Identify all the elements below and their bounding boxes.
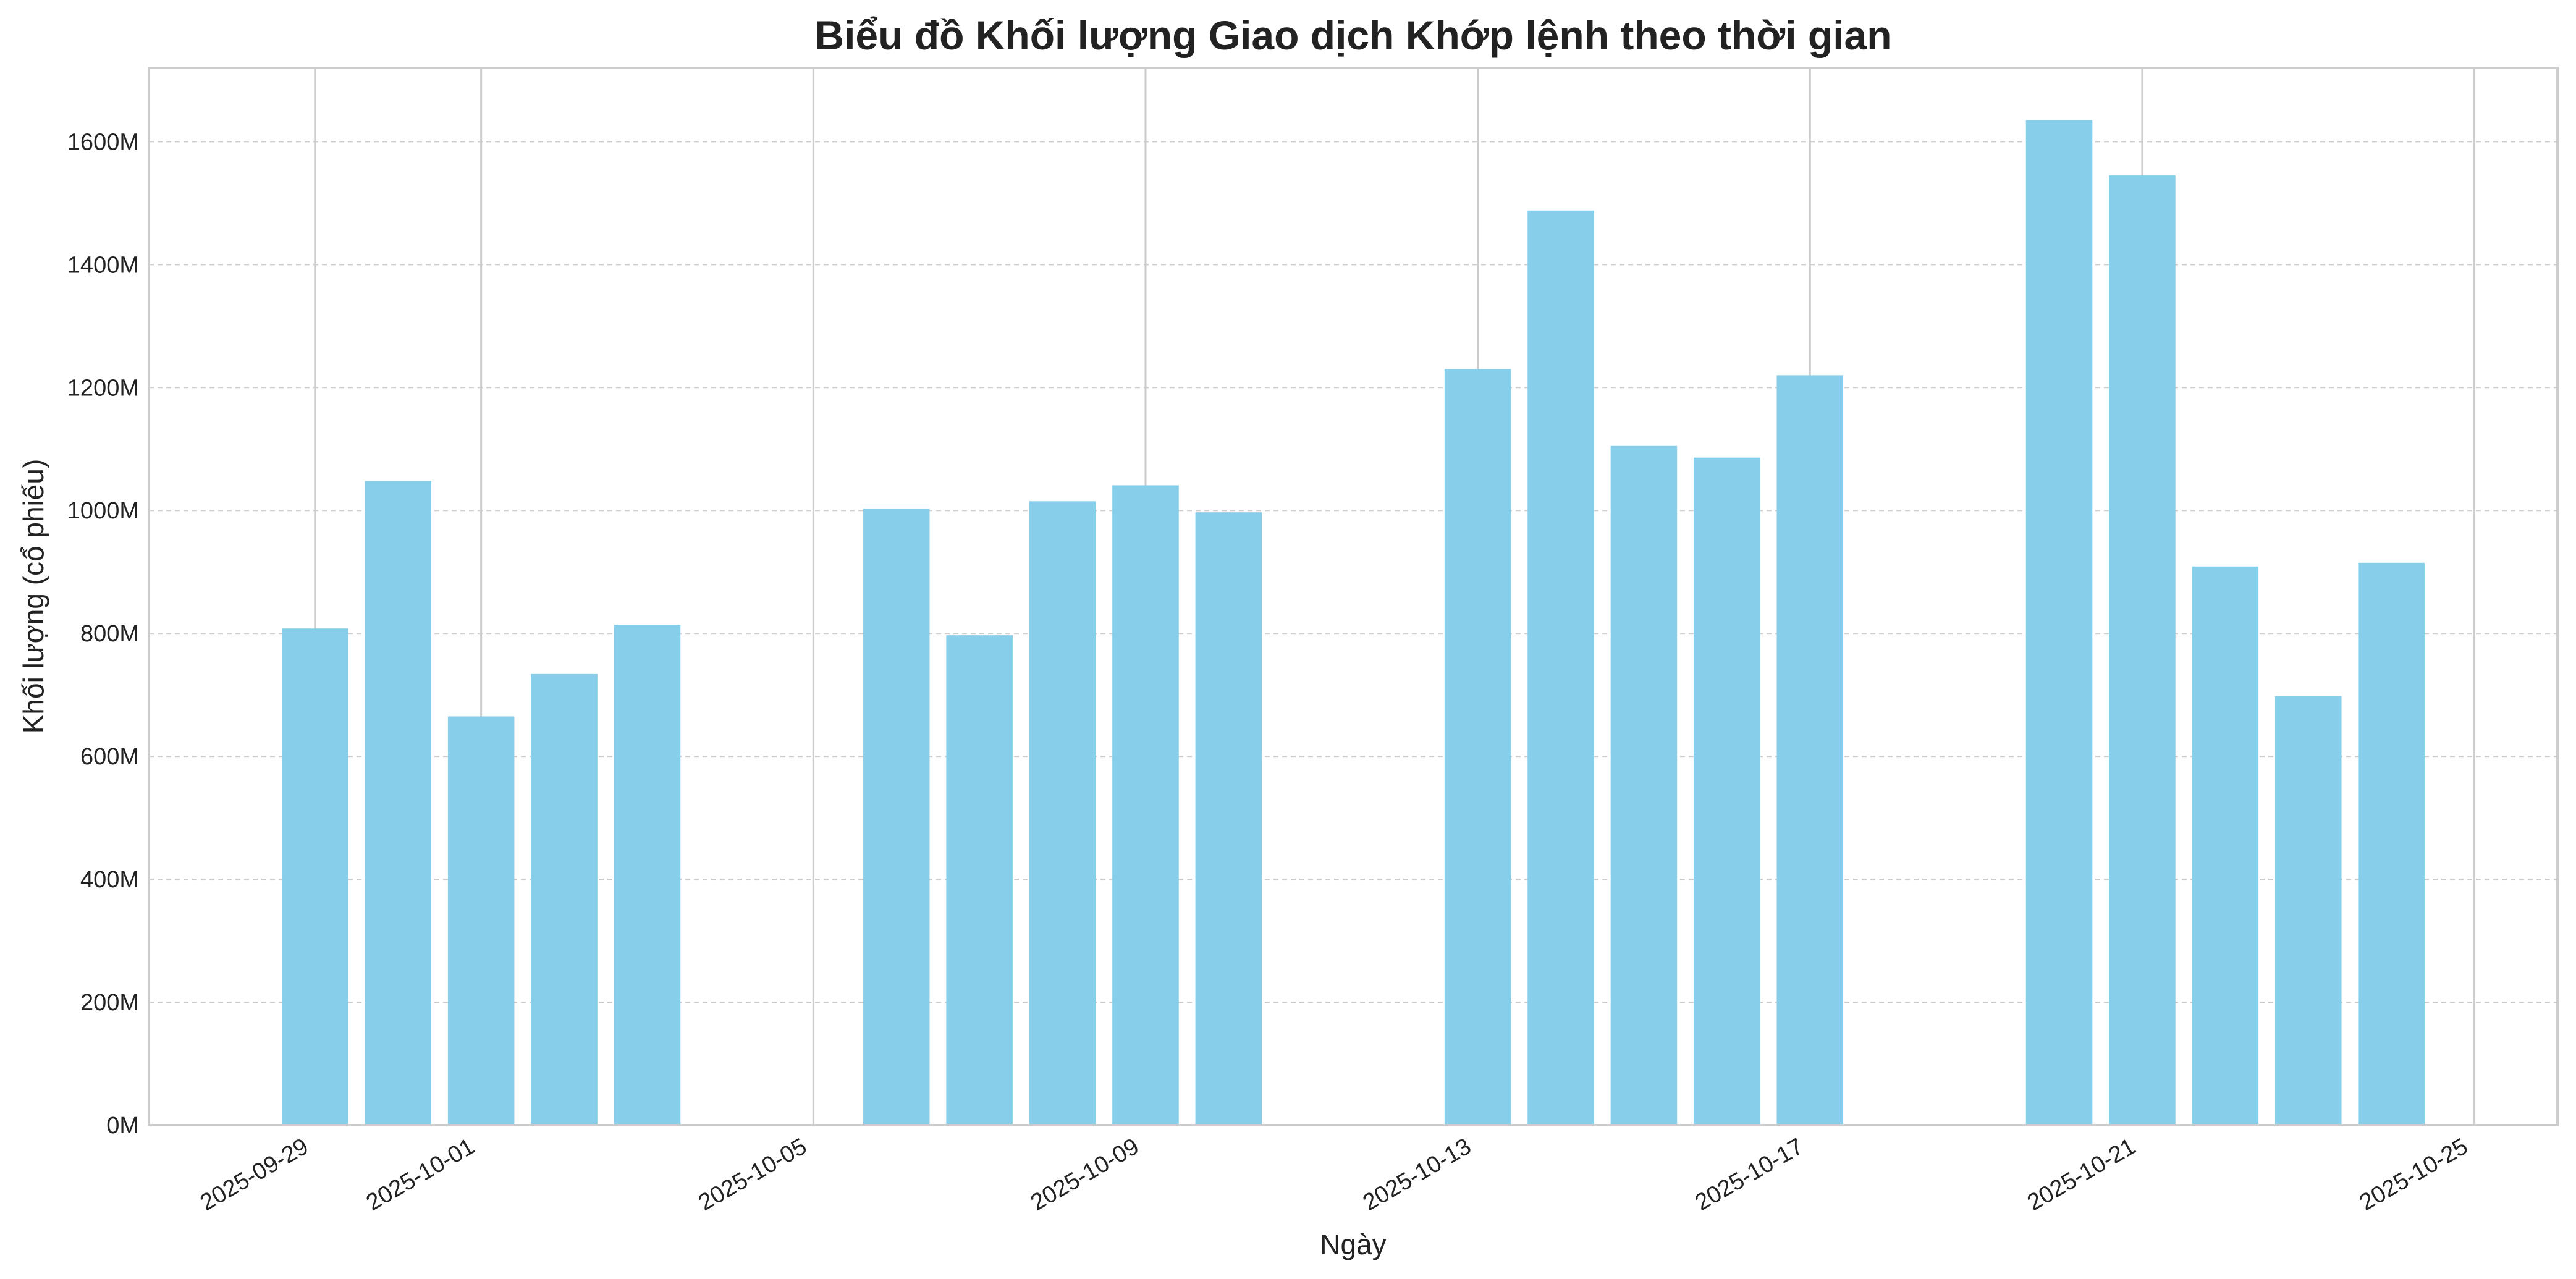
bar-2025-10-22 bbox=[2192, 566, 2259, 1125]
x-axis-label: Ngày bbox=[1320, 1228, 1386, 1260]
x-tick-label: 2025-10-09 bbox=[1026, 1133, 1143, 1216]
y-tick-label: 1400M bbox=[67, 252, 139, 278]
x-tick-label: 2025-10-05 bbox=[694, 1133, 811, 1216]
bar-2025-10-20 bbox=[2025, 120, 2093, 1126]
y-tick-label: 200M bbox=[80, 990, 139, 1016]
x-tick-label: 2025-10-13 bbox=[1359, 1133, 1476, 1216]
bar-2025-10-06 bbox=[863, 509, 930, 1125]
bar-2025-10-07 bbox=[946, 635, 1013, 1125]
bar-2025-10-10 bbox=[1195, 512, 1262, 1125]
y-tick-labels: 0M 200M 400M 600M 800M 1000M 1200M 1400M 1600M bbox=[67, 129, 139, 1139]
y-tick-label: 400M bbox=[80, 867, 139, 893]
bar-2025-09-30 bbox=[365, 481, 432, 1126]
y-tick-label: 1600M bbox=[67, 129, 139, 155]
y-tick-label: 1000M bbox=[67, 498, 139, 524]
chart-title: Biểu đồ Khối lượng Giao dịch Khớp lệnh t… bbox=[814, 12, 1891, 58]
x-tick-label: 2025-10-01 bbox=[362, 1133, 479, 1216]
bar-2025-10-17 bbox=[1776, 375, 1844, 1125]
y-axis-label: Khối lượng (cổ phiếu) bbox=[17, 459, 49, 734]
bar-2025-10-23 bbox=[2274, 696, 2342, 1125]
bar-2025-10-15 bbox=[1610, 445, 1678, 1125]
x-tick-label: 2025-10-21 bbox=[2023, 1133, 2140, 1216]
bar-2025-10-21 bbox=[2109, 175, 2176, 1126]
bar-2025-10-16 bbox=[1694, 457, 1760, 1125]
x-tick-label: 2025-10-25 bbox=[2355, 1133, 2472, 1216]
bar-2025-10-14 bbox=[1527, 210, 1594, 1126]
x-tick-label: 2025-10-17 bbox=[1691, 1133, 1807, 1216]
y-tick-label: 800M bbox=[80, 621, 139, 647]
y-tick-label: 600M bbox=[80, 744, 139, 770]
bar-2025-09-29 bbox=[282, 628, 348, 1125]
y-tick-label: 1200M bbox=[67, 375, 139, 401]
bar-2025-10-24 bbox=[2358, 562, 2425, 1125]
x-tick-label: 2025-09-29 bbox=[196, 1133, 313, 1216]
bar-2025-10-13 bbox=[1444, 369, 1511, 1125]
bar-2025-10-09 bbox=[1112, 485, 1179, 1126]
bar-2025-10-01 bbox=[447, 716, 515, 1125]
bar-2025-10-08 bbox=[1029, 501, 1096, 1125]
bars bbox=[282, 120, 2425, 1126]
x-tick-labels: 2025-09-29 2025-10-01 2025-10-05 2025-10-09… bbox=[196, 1133, 2472, 1216]
y-tick-label: 0M bbox=[106, 1113, 139, 1139]
plot-frame bbox=[148, 67, 2559, 1126]
bar-2025-10-02 bbox=[531, 673, 598, 1125]
bar-2025-10-03 bbox=[614, 625, 681, 1125]
